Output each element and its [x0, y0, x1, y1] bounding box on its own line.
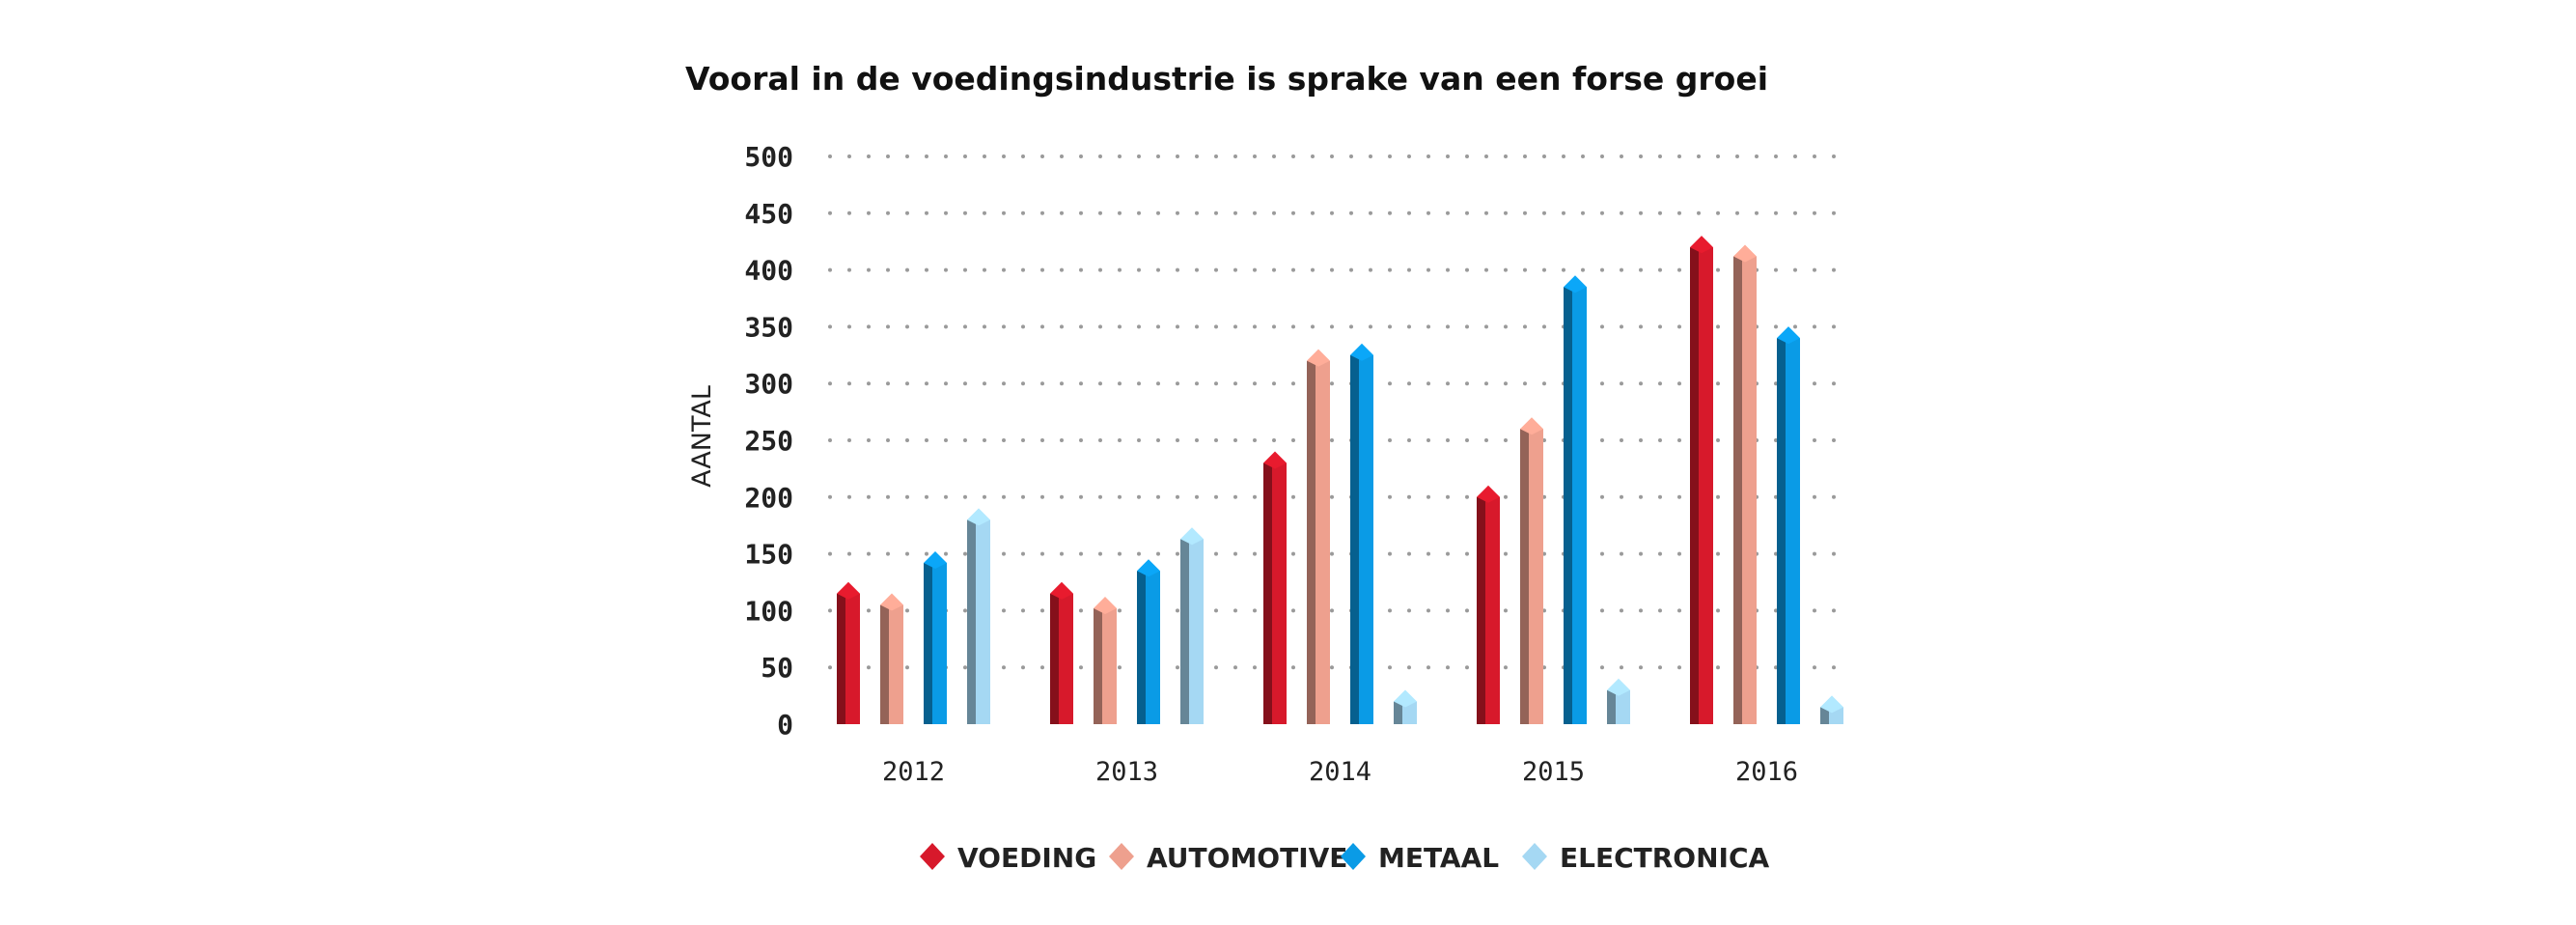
bar: [1394, 689, 1417, 724]
legend-label: AUTOMOTIVE: [1147, 842, 1347, 874]
bar: [1820, 695, 1843, 724]
bars: [837, 236, 1843, 724]
legend-item: AUTOMOTIVE: [1109, 842, 1347, 874]
bar: [1520, 417, 1543, 724]
bar: [1690, 236, 1713, 724]
bar: [1733, 244, 1757, 724]
y-tick-label: 50: [761, 652, 793, 684]
bar: [837, 581, 860, 724]
chart-title: Vooral in de voedingsindustrie is sprake…: [685, 60, 1768, 98]
bar: [1564, 275, 1587, 724]
legend-label: VOEDING: [957, 842, 1096, 874]
y-tick-label: 350: [744, 311, 793, 343]
x-category-label: 2014: [1309, 757, 1371, 787]
legend-swatch: [1341, 843, 1366, 870]
legend-swatch: [1522, 843, 1547, 870]
bar: [1350, 343, 1373, 724]
y-tick-label: 400: [744, 255, 793, 287]
bar: [1307, 349, 1330, 724]
y-tick-label: 500: [744, 141, 793, 173]
legend-swatch: [1109, 843, 1134, 870]
x-axis-categories: 2012 2013 2014 2015 2016: [882, 757, 1798, 787]
legend-label: ELECTRONICA: [1560, 842, 1770, 874]
bar: [1137, 559, 1160, 724]
y-axis-label: AANTAL: [687, 385, 717, 488]
legend-swatch: [920, 843, 945, 870]
x-category-label: 2016: [1735, 757, 1798, 787]
y-tick-label: 450: [744, 198, 793, 230]
y-tick-label: 300: [744, 368, 793, 400]
bar: [1050, 581, 1073, 724]
x-category-label: 2013: [1095, 757, 1158, 787]
legend-item: METAAL: [1341, 842, 1499, 874]
bar: [967, 508, 990, 724]
bar: [1094, 597, 1117, 724]
legend-item: VOEDING: [920, 842, 1096, 874]
bar: [1263, 451, 1287, 724]
x-category-label: 2012: [882, 757, 945, 787]
y-tick-label: 250: [744, 425, 793, 457]
y-tick-label: 150: [744, 539, 793, 571]
legend-item: ELECTRONICA: [1522, 842, 1770, 874]
y-tick-label: 100: [744, 595, 793, 627]
legend: VOEDING AUTOMOTIVE METAAL ELECTRONICA: [920, 842, 1770, 874]
bar: [1607, 678, 1630, 724]
bar: [924, 551, 947, 724]
y-tick-label: 0: [777, 709, 793, 741]
y-axis-ticks: 0 50 100 150 200 250 300 350 400 450 500: [744, 141, 793, 741]
legend-label: METAAL: [1378, 842, 1499, 874]
bar: [1477, 485, 1500, 724]
bar: [1777, 326, 1800, 724]
x-category-label: 2015: [1522, 757, 1585, 787]
y-tick-label: 200: [744, 482, 793, 514]
bar: [880, 593, 903, 724]
bar: [1180, 527, 1204, 724]
